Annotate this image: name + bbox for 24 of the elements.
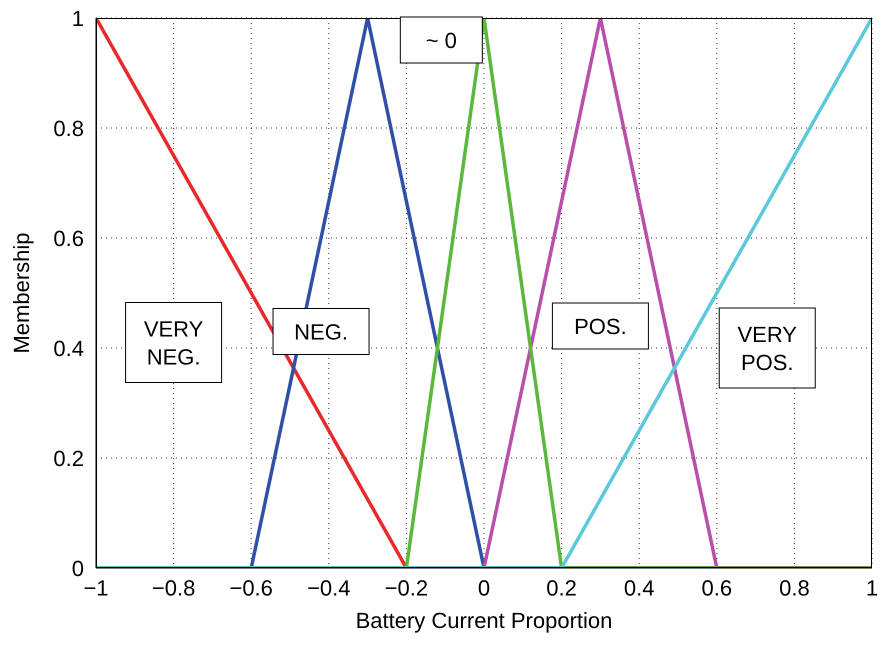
- x-tick-label: 0: [478, 576, 490, 601]
- x-tick-label: −0.8: [152, 576, 196, 601]
- annotation: NEG.: [294, 319, 348, 344]
- x-tick-label: −0.2: [384, 576, 428, 601]
- x-tick-label: 0.6: [702, 576, 732, 601]
- y-tick-label: 0.6: [53, 226, 84, 251]
- annotation: VERY POS.: [737, 322, 798, 374]
- annotation: POS.: [574, 314, 627, 338]
- y-tick-label: 0.2: [53, 446, 84, 471]
- y-tick-label: 0: [72, 556, 84, 581]
- y-axis-title: Membership: [8, 232, 34, 354]
- annotation: VERY NEG.: [144, 316, 204, 369]
- y-tick-label: 0.4: [53, 336, 84, 361]
- x-tick-label: 0.4: [624, 576, 654, 601]
- x-tick-label: −0.4: [307, 576, 351, 601]
- x-tick-label: −0.6: [229, 576, 273, 601]
- x-tick-label: 0.2: [546, 576, 577, 601]
- annotation: ~ 0: [426, 28, 457, 52]
- y-tick-label: 0.8: [53, 116, 84, 141]
- y-tick-label: 1: [72, 6, 84, 31]
- x-axis-title: Battery Current Proportion: [356, 608, 612, 633]
- x-tick-label: 0.8: [779, 576, 810, 601]
- x-tick-label: −1: [83, 576, 109, 601]
- x-tick-label: 1: [866, 576, 878, 601]
